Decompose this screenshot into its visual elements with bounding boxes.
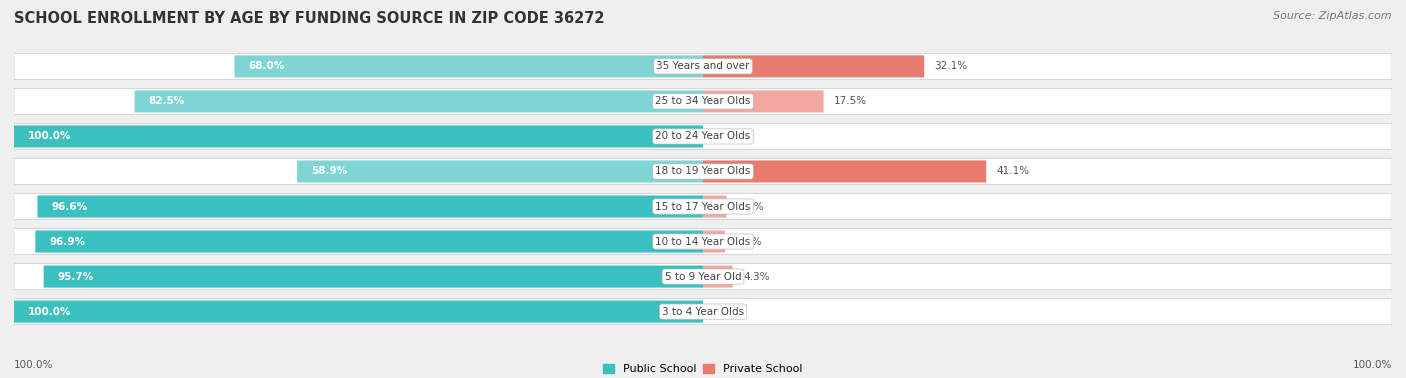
Text: 41.1%: 41.1%	[997, 166, 1029, 177]
FancyBboxPatch shape	[14, 194, 1392, 220]
Text: 18 to 19 Year Olds: 18 to 19 Year Olds	[655, 166, 751, 177]
Legend: Public School, Private School: Public School, Private School	[599, 359, 807, 378]
Text: 17.5%: 17.5%	[834, 96, 868, 107]
Text: 0.0%: 0.0%	[713, 307, 740, 317]
Text: 25 to 34 Year Olds: 25 to 34 Year Olds	[655, 96, 751, 107]
FancyBboxPatch shape	[14, 299, 1392, 325]
FancyBboxPatch shape	[703, 195, 727, 218]
FancyBboxPatch shape	[14, 301, 703, 323]
Text: SCHOOL ENROLLMENT BY AGE BY FUNDING SOURCE IN ZIP CODE 36272: SCHOOL ENROLLMENT BY AGE BY FUNDING SOUR…	[14, 11, 605, 26]
FancyBboxPatch shape	[14, 88, 1392, 115]
Text: 10 to 14 Year Olds: 10 to 14 Year Olds	[655, 237, 751, 246]
FancyBboxPatch shape	[703, 90, 824, 112]
FancyBboxPatch shape	[135, 90, 703, 112]
Text: 0.0%: 0.0%	[713, 132, 740, 141]
Text: 95.7%: 95.7%	[58, 271, 94, 282]
FancyBboxPatch shape	[703, 160, 986, 183]
Text: 4.3%: 4.3%	[742, 271, 769, 282]
FancyBboxPatch shape	[703, 231, 725, 253]
FancyBboxPatch shape	[703, 266, 733, 288]
Text: 68.0%: 68.0%	[249, 61, 284, 71]
FancyBboxPatch shape	[14, 263, 1392, 290]
Text: 96.9%: 96.9%	[49, 237, 86, 246]
FancyBboxPatch shape	[14, 125, 703, 147]
Text: 100.0%: 100.0%	[28, 132, 72, 141]
Text: 20 to 24 Year Olds: 20 to 24 Year Olds	[655, 132, 751, 141]
FancyBboxPatch shape	[703, 55, 924, 77]
Text: 100.0%: 100.0%	[28, 307, 72, 317]
Text: 3 to 4 Year Olds: 3 to 4 Year Olds	[662, 307, 744, 317]
FancyBboxPatch shape	[235, 55, 703, 77]
Text: 3.4%: 3.4%	[737, 201, 763, 212]
FancyBboxPatch shape	[14, 229, 1392, 254]
Text: 96.6%: 96.6%	[51, 201, 87, 212]
FancyBboxPatch shape	[297, 160, 703, 183]
Text: 5 to 9 Year Old: 5 to 9 Year Old	[665, 271, 741, 282]
FancyBboxPatch shape	[38, 195, 703, 218]
Text: 15 to 17 Year Olds: 15 to 17 Year Olds	[655, 201, 751, 212]
FancyBboxPatch shape	[14, 124, 1392, 149]
Text: 100.0%: 100.0%	[1353, 361, 1392, 370]
FancyBboxPatch shape	[14, 158, 1392, 184]
Text: 82.5%: 82.5%	[149, 96, 184, 107]
FancyBboxPatch shape	[14, 53, 1392, 79]
Text: 35 Years and over: 35 Years and over	[657, 61, 749, 71]
FancyBboxPatch shape	[35, 231, 703, 253]
Text: 100.0%: 100.0%	[14, 361, 53, 370]
Text: 58.9%: 58.9%	[311, 166, 347, 177]
FancyBboxPatch shape	[44, 266, 703, 288]
Text: Source: ZipAtlas.com: Source: ZipAtlas.com	[1274, 11, 1392, 21]
Text: 32.1%: 32.1%	[935, 61, 967, 71]
Text: 3.2%: 3.2%	[735, 237, 762, 246]
